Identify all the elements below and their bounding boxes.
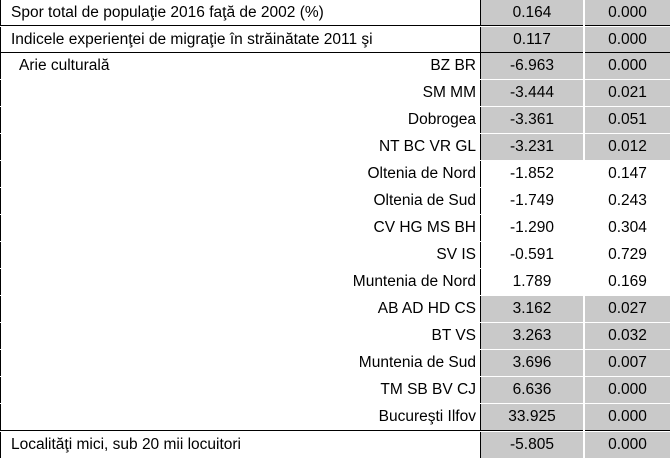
row-label: CV HG MS BH [373, 219, 476, 236]
table-row: SV IS -0.591 0.729 [0, 242, 670, 268]
row-label: Localităţi mici, sub 20 mii locuitori [0, 432, 480, 458]
coef-value: -3.361 [480, 107, 583, 133]
table-row: NT BC VR GL -3.231 0.012 [0, 134, 670, 160]
coef-value: 3.696 [480, 350, 583, 376]
table-row: CV HG MS BH -1.290 0.304 [0, 215, 670, 241]
group-label: Arie culturală [0, 53, 480, 79]
table-row: SM MM -3.444 0.021 [0, 80, 670, 106]
sig-value: 0.027 [585, 296, 670, 322]
sig-value: 0.000 [585, 432, 670, 458]
coef-value: -3.231 [480, 134, 583, 160]
table-row: Localităţi mici, sub 20 mii locuitori -5… [0, 432, 670, 458]
sig-value: 0.007 [585, 350, 670, 376]
coef-value: 6.636 [480, 377, 583, 403]
table-row: Arie culturală BZ BR -6.963 0.000 [0, 53, 670, 79]
row-label: Oltenia de Sud [373, 192, 476, 209]
row-label: Muntenia de Sud [358, 354, 476, 371]
coef-value: -5.805 [480, 432, 583, 458]
table-row: BT VS 3.263 0.032 [0, 323, 670, 349]
table-row: AB AD HD CS 3.162 0.027 [0, 296, 670, 322]
row-label: Dobrogea [407, 111, 476, 128]
sig-value: 0.012 [585, 134, 670, 160]
row-label: BT VS [431, 327, 476, 344]
sig-value: 0.729 [608, 246, 647, 263]
sig-value: 0.021 [585, 80, 670, 106]
row-label: Bucureşti Ilfov [0, 404, 480, 431]
row-label: Indicele experienţei de migraţie în stră… [0, 27, 480, 53]
row-label: BZ BR [430, 57, 476, 74]
table-row: Dobrogea -3.361 0.051 [0, 107, 670, 133]
coef-value: 0.164 [480, 0, 583, 26]
table-row: Oltenia de Nord -1.852 0.147 [0, 161, 670, 187]
sig-value: 0.000 [585, 0, 670, 26]
coef-value: -1.290 [480, 215, 583, 241]
row-label: Oltenia de Nord [367, 165, 476, 182]
sig-value: 0.051 [585, 107, 670, 133]
coef-value: 1.789 [480, 269, 583, 295]
sig-value: 0.032 [585, 323, 670, 349]
table-row: Indicele experienţei de migraţie în stră… [0, 27, 670, 53]
coef-value: -6.963 [480, 53, 583, 79]
table-row: Muntenia de Nord 1.789 0.169 [0, 269, 670, 295]
row-label: NT BC VR GL [378, 138, 476, 155]
sig-value: 0.000 [585, 27, 670, 53]
table-row: TM SB BV CJ 6.636 0.000 [0, 377, 670, 403]
sig-value: 0.147 [608, 165, 647, 182]
coef-value: 33.925 [480, 404, 583, 431]
row-label: SV IS [436, 246, 476, 263]
coef-value: 3.263 [480, 323, 583, 349]
coef-value: -1.749 [480, 188, 583, 214]
sig-value: 0.000 [585, 404, 670, 431]
row-label: Spor total de populaţie 2016 faţă de 200… [0, 0, 480, 26]
row-label: Muntenia de Nord [352, 273, 476, 290]
coef-value: -1.852 [480, 161, 583, 187]
coef-value: 0.117 [480, 27, 583, 53]
sig-value: 0.243 [608, 192, 647, 209]
row-label: SM MM [422, 84, 476, 101]
table-row: Spor total de populaţie 2016 faţă de 200… [0, 0, 670, 26]
row-label: TM SB BV CJ [380, 381, 476, 398]
sig-value: 0.000 [585, 53, 670, 79]
table-row: Oltenia de Sud -1.749 0.243 [0, 188, 670, 214]
coef-value: -0.591 [480, 242, 583, 268]
table-row: Muntenia de Sud 3.696 0.007 [0, 350, 670, 376]
sig-value: 0.000 [585, 377, 670, 403]
sig-value: 0.169 [608, 273, 647, 290]
coef-value: 3.162 [480, 296, 583, 322]
row-label: AB AD HD CS [377, 300, 476, 317]
table-row: Bucureşti Ilfov 33.925 0.000 [0, 404, 670, 431]
sig-value: 0.304 [608, 219, 647, 236]
coef-value: -3.444 [480, 80, 583, 106]
